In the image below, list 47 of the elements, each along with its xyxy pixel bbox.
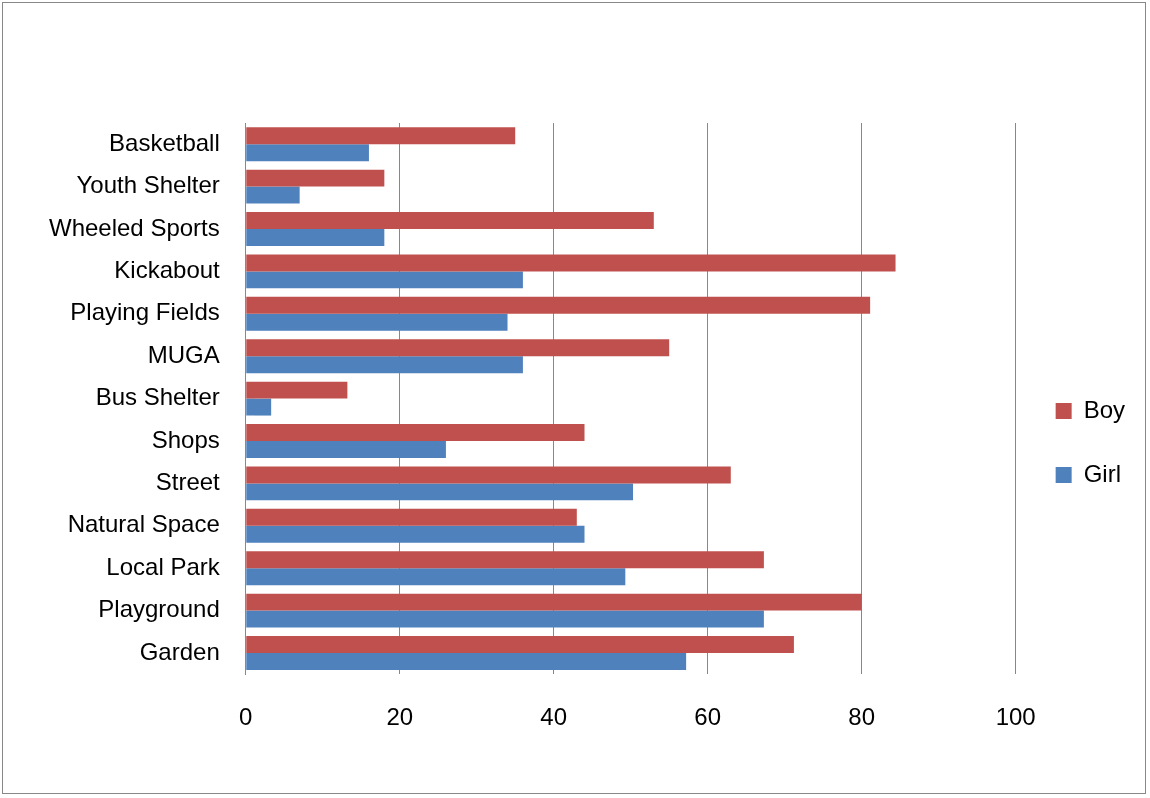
y-tick-label: Local Park — [106, 552, 221, 580]
x-tick-label: 100 — [995, 703, 1036, 731]
legend-label: Boy — [1083, 395, 1125, 423]
x-tick-label: 60 — [694, 703, 722, 731]
bar — [246, 271, 523, 289]
bar — [246, 424, 585, 441]
bar — [246, 441, 446, 458]
y-tick-label: Shops — [151, 425, 220, 453]
bar — [246, 144, 369, 162]
bar — [246, 169, 385, 187]
bar — [246, 229, 385, 246]
x-tick-label: 40 — [540, 703, 568, 731]
y-tick-label: Basketball — [109, 128, 220, 156]
bar — [246, 212, 654, 229]
y-tick-label: Kickabout — [114, 256, 221, 284]
y-tick-label: Street — [155, 468, 221, 496]
x-tick-label: 0 — [239, 703, 253, 731]
bar — [246, 653, 687, 670]
y-tick-label: Natural Space — [67, 510, 220, 538]
y-tick-label: Wheeled Sports — [48, 213, 220, 241]
bar — [246, 186, 300, 204]
bar — [246, 254, 896, 272]
y-tick-label: Playground — [98, 595, 220, 623]
bar — [246, 398, 272, 416]
y-tick-label: Playing Fields — [70, 298, 220, 326]
y-tick-label: Youth Shelter — [76, 171, 220, 199]
bar — [246, 381, 348, 399]
y-tick-label: Garden — [139, 637, 220, 665]
bar — [246, 636, 794, 653]
bar — [246, 610, 764, 628]
bar — [246, 508, 577, 526]
bar — [246, 356, 523, 374]
legend-label: Girl — [1083, 459, 1121, 487]
bar — [246, 339, 670, 357]
bar — [246, 593, 862, 611]
bar — [246, 568, 626, 586]
bar — [246, 466, 731, 484]
bar — [246, 483, 634, 501]
bar — [246, 296, 871, 314]
bar — [246, 127, 516, 145]
bar — [246, 313, 508, 331]
y-tick-label: MUGA — [147, 340, 220, 368]
x-tick-label: 80 — [848, 703, 876, 731]
x-tick-label: 20 — [386, 703, 414, 731]
bar — [246, 525, 585, 543]
bar — [246, 551, 764, 569]
y-tick-label: Bus Shelter — [95, 383, 220, 411]
